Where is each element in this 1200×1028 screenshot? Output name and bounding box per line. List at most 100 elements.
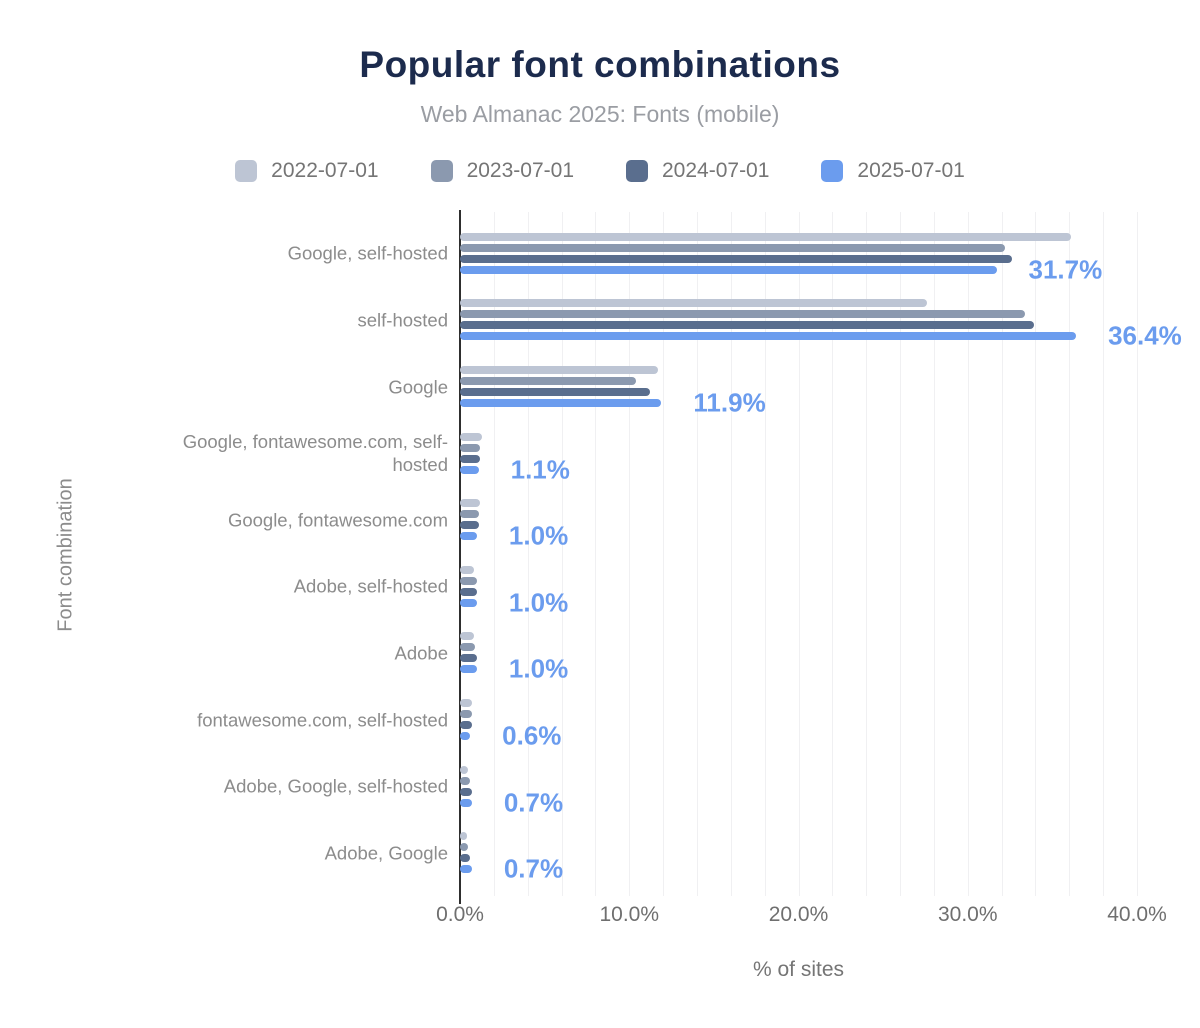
gridline: [832, 212, 834, 896]
y-axis-line: [459, 210, 461, 896]
gridline: [866, 212, 868, 896]
bar-2025-07-01[interactable]: [460, 332, 1077, 341]
legend-item-2022-07-01[interactable]: 2022-07-01: [235, 159, 379, 183]
bar-2022-07-01[interactable]: [460, 499, 481, 508]
category-label: Google, fontawesome.com: [227, 509, 448, 531]
bar-2024-07-01[interactable]: [460, 521, 479, 530]
data-label: 0.7%: [503, 853, 564, 884]
bar-2024-07-01[interactable]: [460, 721, 472, 729]
data-label: 0.6%: [502, 720, 562, 751]
bar-2024-07-01[interactable]: [460, 654, 477, 663]
bar-2024-07-01[interactable]: [460, 321, 1034, 330]
bar-2025-07-01[interactable]: [460, 465, 479, 474]
gridline: [696, 212, 698, 896]
bar-2023-07-01[interactable]: [460, 243, 1005, 252]
chart-title: Popular font combinations: [359, 44, 841, 85]
data-label: 0.7%: [503, 787, 564, 818]
chart-subtitle: Web Almanac 2025: Fonts (mobile): [420, 101, 780, 127]
bar-2024-07-01[interactable]: [460, 388, 650, 396]
legend-swatch-icon: [235, 160, 258, 182]
data-label: 1.0%: [508, 587, 569, 618]
data-label: 31.7%: [1028, 254, 1103, 285]
chart-legend: 2022-07-01 2023-07-01 2024-07-01 2025-07-01: [0, 159, 1200, 183]
bar-2022-07-01[interactable]: [460, 699, 472, 707]
gridline: [629, 212, 631, 896]
bar-2025-07-01[interactable]: [460, 598, 477, 607]
bar-2023-07-01[interactable]: [460, 776, 471, 785]
category-label: Adobe, Google, self-hosted: [223, 775, 448, 797]
bar-2022-07-01[interactable]: [460, 632, 474, 641]
bar-2023-07-01[interactable]: [460, 843, 469, 852]
data-label: 1.1%: [510, 454, 570, 485]
gridline: [663, 212, 665, 896]
bar-2025-07-01[interactable]: [460, 732, 471, 740]
y-axis-title: Font combination: [54, 478, 77, 632]
category-label: Adobe, self-hosted: [293, 575, 448, 597]
bar-2022-07-01[interactable]: [460, 832, 467, 841]
bar-2025-07-01[interactable]: [460, 798, 472, 807]
bar-2022-07-01[interactable]: [460, 565, 474, 574]
gridline: [730, 212, 732, 896]
gridline: [933, 212, 935, 896]
bar-2024-07-01[interactable]: [460, 587, 477, 596]
gridline: [1069, 212, 1071, 896]
category-label: Google, self-hosted: [287, 242, 448, 264]
bar-2025-07-01[interactable]: [460, 865, 472, 874]
bar-2022-07-01[interactable]: [460, 366, 659, 374]
bar-2022-07-01[interactable]: [460, 299, 928, 308]
x-tick-label: 30.0%: [937, 903, 998, 926]
bar-2025-07-01[interactable]: [460, 532, 477, 541]
bar-2023-07-01[interactable]: [460, 576, 477, 585]
bar-2024-07-01[interactable]: [460, 854, 471, 863]
bar-2023-07-01[interactable]: [460, 443, 481, 452]
x-tick-label: 20.0%: [768, 903, 829, 926]
data-label: 1.0%: [508, 653, 569, 684]
bar-2023-07-01[interactable]: [460, 310, 1026, 319]
data-label: 1.0%: [508, 520, 569, 551]
x-tick-label: 40.0%: [1107, 903, 1167, 926]
x-tick-label: 10.0%: [599, 903, 660, 926]
x-axis-zero-tick: [459, 896, 461, 904]
gridline: [798, 212, 800, 896]
category-label: Adobe, Google: [324, 842, 448, 864]
bar-2023-07-01[interactable]: [460, 643, 476, 652]
bar-2025-07-01[interactable]: [460, 665, 477, 674]
bar-2023-07-01[interactable]: [460, 510, 479, 519]
gridline: [1103, 212, 1105, 896]
bar-2024-07-01[interactable]: [460, 454, 481, 463]
gridline: [493, 212, 495, 896]
bar-2025-07-01[interactable]: [460, 399, 662, 407]
legend-item-2025-07-01[interactable]: 2025-07-01: [821, 159, 965, 183]
gridline: [967, 212, 969, 896]
gridline: [1035, 212, 1037, 896]
bar-2023-07-01[interactable]: [460, 710, 472, 718]
bar-2024-07-01[interactable]: [460, 787, 472, 796]
gridline: [1001, 212, 1003, 896]
legend-item-2023-07-01[interactable]: 2023-07-01: [430, 159, 574, 183]
category-label: self-hosted: [357, 309, 449, 331]
gridline: [595, 212, 597, 896]
legend-item-label: 2025-07-01: [857, 159, 965, 182]
data-label: 11.9%: [693, 387, 766, 418]
gridline: [764, 212, 766, 896]
gridline: [561, 212, 563, 896]
x-tick-label: 0.0%: [436, 903, 484, 926]
bar-2022-07-01[interactable]: [460, 765, 469, 774]
bar-2025-07-01[interactable]: [460, 265, 997, 274]
bar-2023-07-01[interactable]: [460, 377, 637, 385]
category-label: Google: [388, 376, 448, 397]
legend-item-label: 2024-07-01: [662, 159, 770, 182]
bar-2022-07-01[interactable]: [460, 232, 1071, 241]
gridline: [900, 212, 902, 896]
bar-2024-07-01[interactable]: [460, 254, 1012, 263]
bar-2022-07-01[interactable]: [460, 432, 482, 441]
category-label: Google, fontawesome.com, self-hosted: [182, 431, 448, 476]
legend-item-2024-07-01[interactable]: 2024-07-01: [626, 159, 769, 183]
gridline: [1137, 212, 1138, 896]
legend-swatch-icon: [626, 160, 648, 182]
category-label: Adobe: [394, 642, 449, 664]
x-axis-title: % of sites: [752, 958, 845, 981]
legend-swatch-icon: [821, 160, 844, 182]
